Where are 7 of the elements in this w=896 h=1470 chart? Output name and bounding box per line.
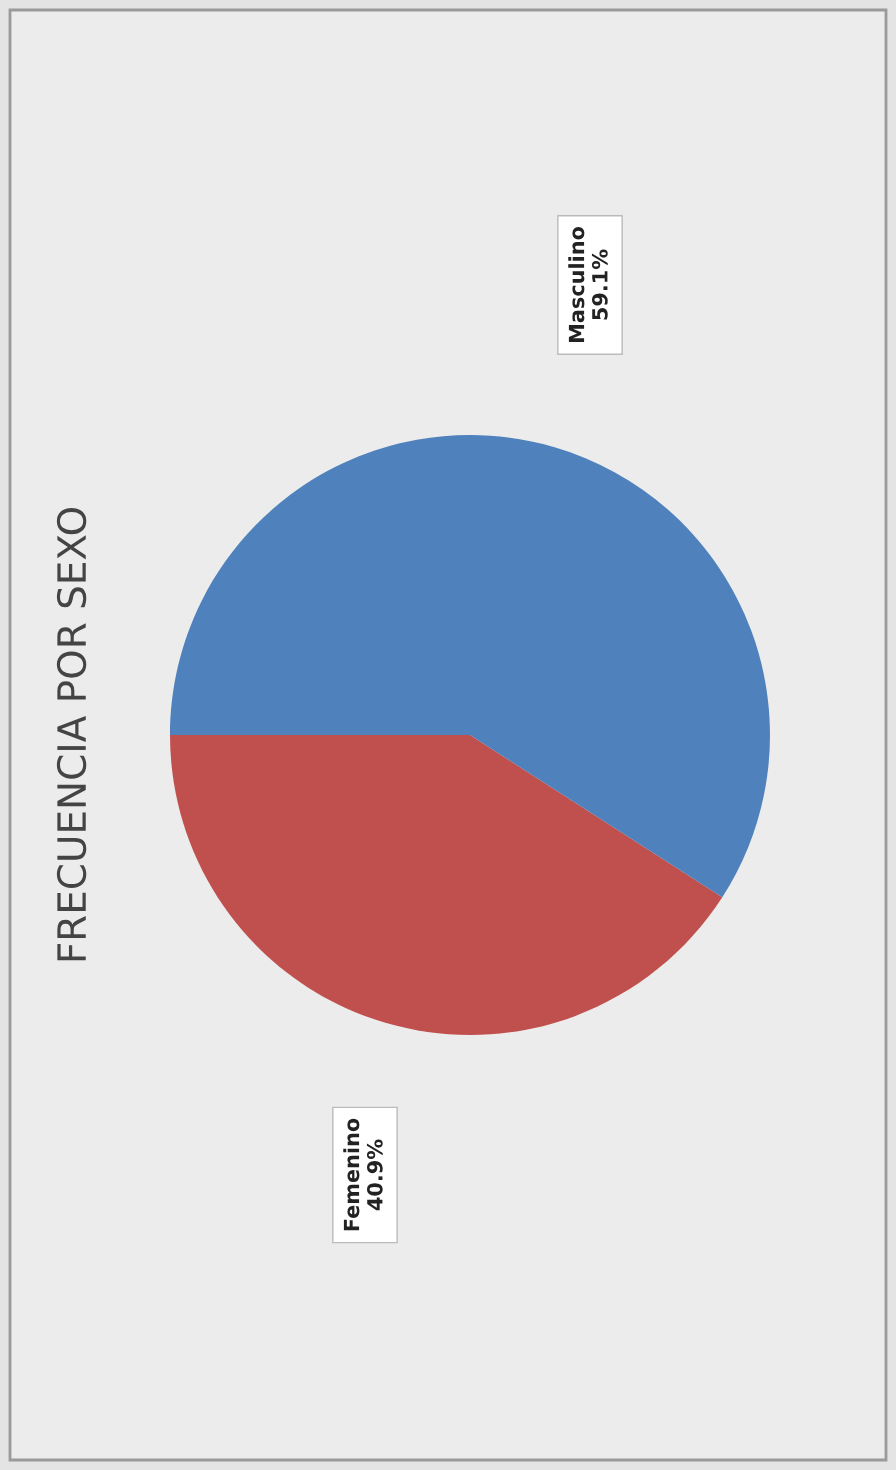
text: FRECUENCIA POR SEXO	[56, 508, 87, 961]
slice-label: Masculino	[568, 227, 585, 342]
pie-slice	[170, 735, 723, 1035]
data-label: 40.9%	[366, 1139, 383, 1211]
data-label: 59.1%	[591, 249, 608, 320]
pie-slice	[170, 435, 770, 898]
slice-label: Femenino	[343, 1118, 360, 1231]
